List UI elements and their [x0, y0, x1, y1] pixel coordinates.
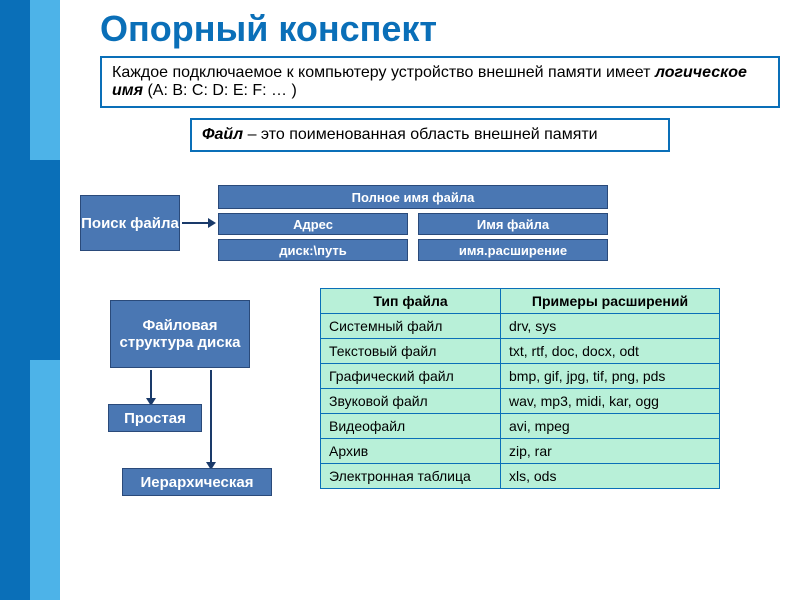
cell-ext: txt, rtf, doc, docx, odt [501, 339, 720, 364]
filename-label: Имя файла [477, 217, 549, 232]
cell-type: Электронная таблица [321, 464, 501, 489]
def2-term: Файл [202, 126, 243, 143]
search-label: Поиск файла [81, 215, 179, 232]
th-ext: Примеры расширений [501, 289, 720, 314]
left-stripe-light [30, 0, 60, 600]
arrow-to-hier [210, 370, 212, 462]
simple-label: Простая [124, 410, 186, 427]
definition-logical-name: Каждое подключаемое к компьютеру устройс… [100, 56, 780, 108]
th-type: Тип файла [321, 289, 501, 314]
fullname-label: Полное имя файла [352, 190, 475, 205]
ext-label: имя.расширение [459, 243, 567, 258]
simple-box: Простая [108, 404, 202, 432]
ext-box: имя.расширение [418, 239, 608, 261]
cell-type: Системный файл [321, 314, 501, 339]
cell-type: Архив [321, 439, 501, 464]
def2-text: – это поименованная область внешней памя… [243, 126, 598, 143]
filename-box: Имя файла [418, 213, 608, 235]
cell-ext: bmp, gif, jpg, tif, png, pds [501, 364, 720, 389]
page-title: Опорный конспект [100, 8, 790, 50]
table-row: Текстовый файлtxt, rtf, doc, docx, odt [321, 339, 720, 364]
fs-struct-box: Файловая структура диска [110, 300, 250, 368]
cell-ext: wav, mp3, midi, kar, ogg [501, 389, 720, 414]
table-row: Архивzip, rar [321, 439, 720, 464]
fs-struct-label: Файловая структура диска [111, 317, 249, 351]
cell-ext: avi, mpeg [501, 414, 720, 439]
arrow-to-simple [150, 370, 152, 398]
cell-ext: drv, sys [501, 314, 720, 339]
left-stripe-dark [0, 0, 30, 600]
content-area: Опорный конспект Каждое подключаемое к к… [70, 0, 790, 162]
fullname-box: Полное имя файла [218, 185, 608, 209]
search-box: Поиск файла [80, 195, 180, 251]
path-box: диск:\путь [218, 239, 408, 261]
cell-type: Видеофайл [321, 414, 501, 439]
table-row: Системный файлdrv, sys [321, 314, 720, 339]
hier-box: Иерархическая [122, 468, 272, 496]
arrow-search-to-fullname [182, 222, 208, 224]
cell-ext: zip, rar [501, 439, 720, 464]
table-row: Видеофайлavi, mpeg [321, 414, 720, 439]
file-types-table: Тип файла Примеры расширений Системный ф… [320, 288, 720, 489]
table-row: Графический файлbmp, gif, jpg, tif, png,… [321, 364, 720, 389]
hier-label: Иерархическая [141, 474, 254, 491]
def1-text-a: Каждое подключаемое к компьютеру устройс… [112, 64, 651, 81]
cell-type: Графический файл [321, 364, 501, 389]
table-row: Электронная таблицаxls, ods [321, 464, 720, 489]
table-header-row: Тип файла Примеры расширений [321, 289, 720, 314]
address-box: Адрес [218, 213, 408, 235]
cell-type: Звуковой файл [321, 389, 501, 414]
cell-type: Текстовый файл [321, 339, 501, 364]
def1-text-c: (A: B: C: D: E: F: … ) [143, 82, 297, 99]
definition-file: Файл – это поименованная область внешней… [190, 118, 670, 152]
address-label: Адрес [293, 217, 333, 232]
path-label: диск:\путь [279, 243, 347, 258]
cell-ext: xls, ods [501, 464, 720, 489]
table-row: Звуковой файлwav, mp3, midi, kar, ogg [321, 389, 720, 414]
